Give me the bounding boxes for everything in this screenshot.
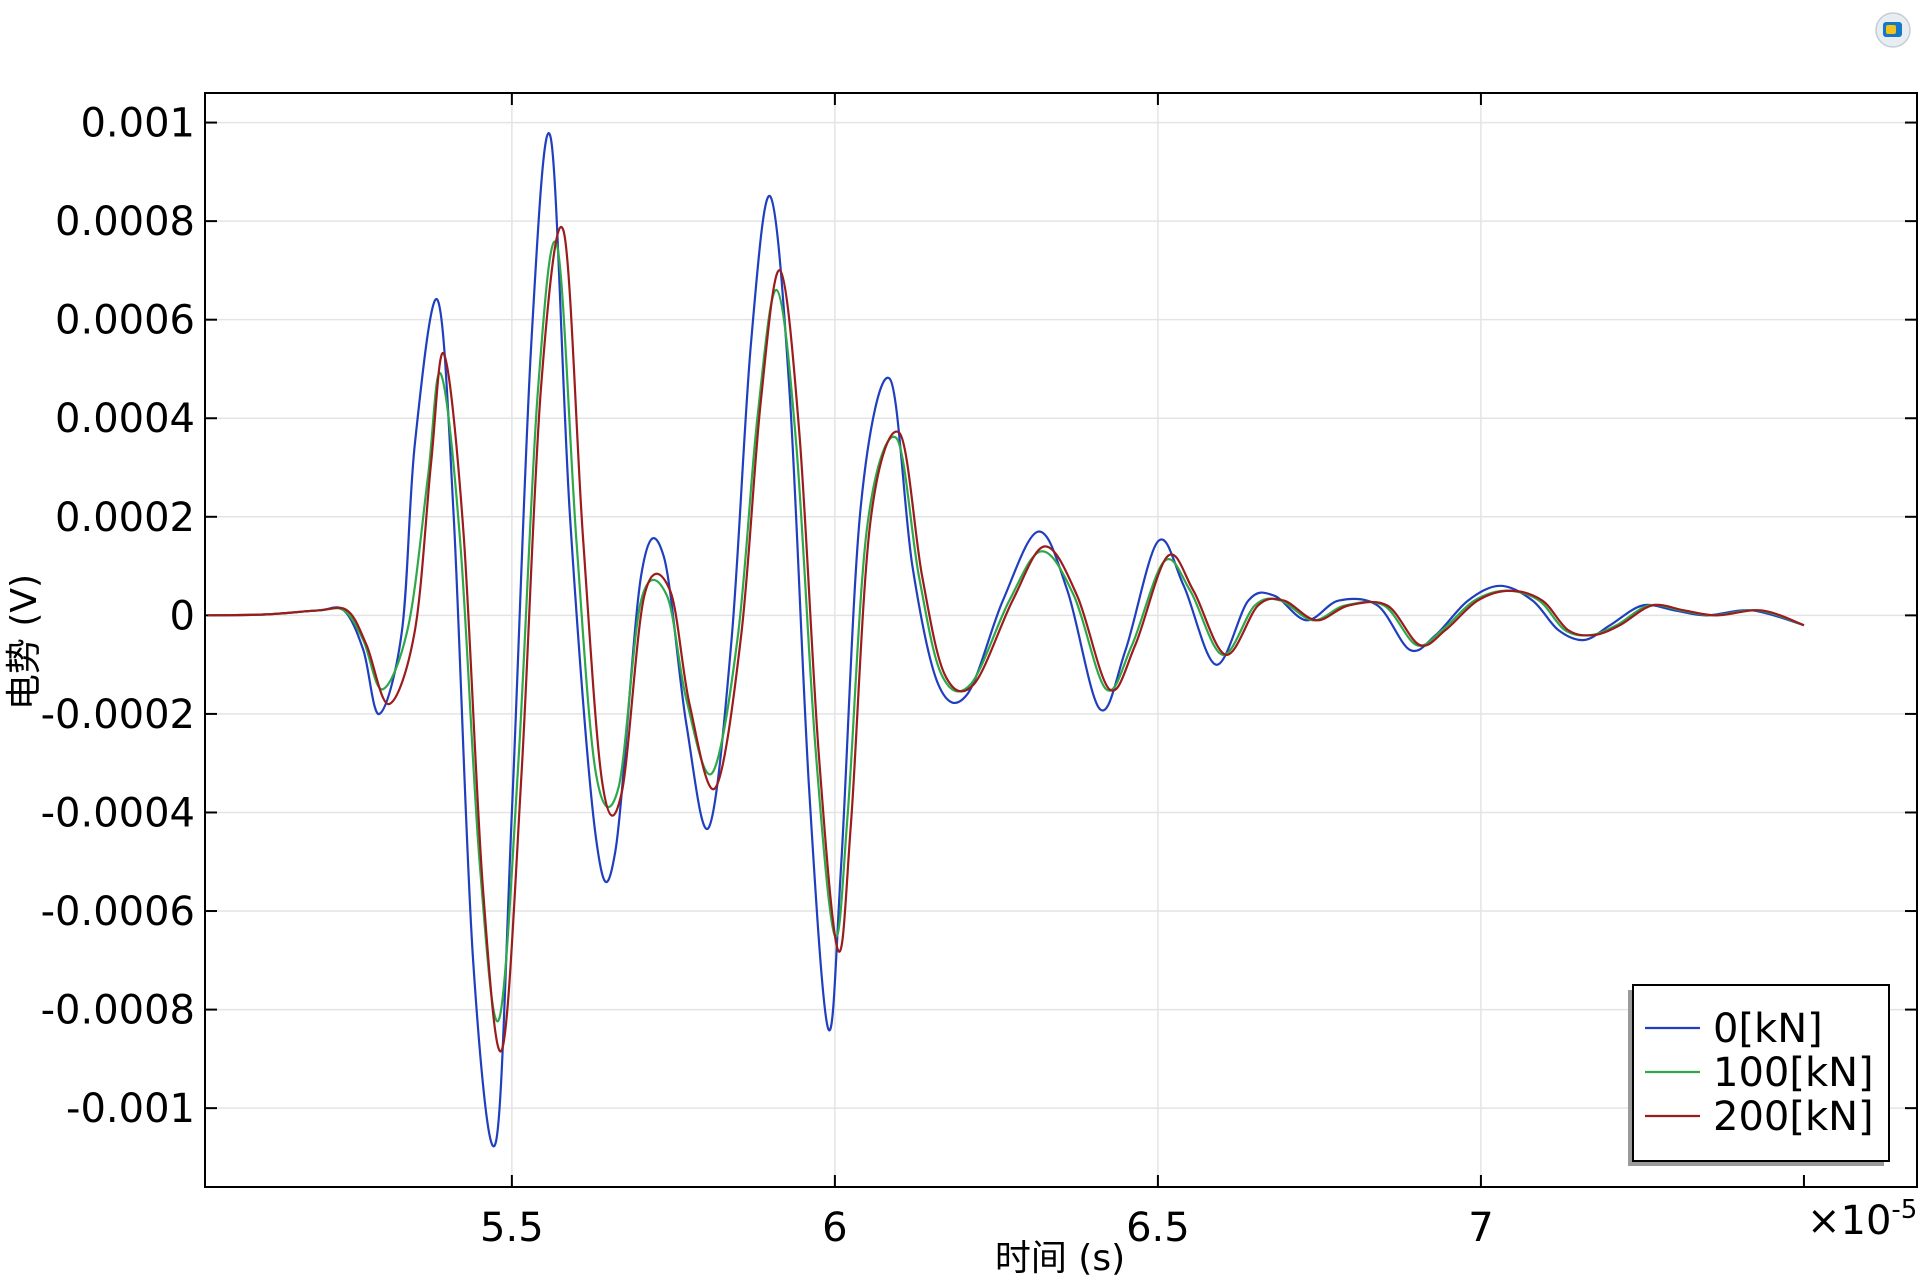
y-tick-label: 0.001: [80, 101, 195, 147]
y-tick-label: 0.0004: [55, 396, 195, 442]
legend-entries: 0[kN]100[kN]200[kN]: [1645, 1006, 1874, 1140]
y-tick-label: 0.0006: [55, 298, 195, 344]
app-logo-icon: [1875, 12, 1911, 48]
x-tick-label: 6.5: [1126, 1205, 1190, 1251]
legend-label-2: 200[kN]: [1713, 1094, 1874, 1140]
x-axis-label: 时间 (s): [995, 1238, 1125, 1279]
y-tick-label: 0.0008: [55, 199, 195, 245]
legend: 0[kN]100[kN]200[kN]: [1628, 984, 1890, 1166]
x-tick-label: 6: [822, 1205, 847, 1251]
legend-label-0: 0[kN]: [1713, 1006, 1823, 1052]
y-tick-label: -0.001: [66, 1086, 195, 1132]
series-layer: [208, 132, 1805, 1148]
series-line-2: [208, 225, 1805, 1053]
plot-frame: [204, 92, 1918, 1188]
y-tick-label: -0.0006: [41, 889, 195, 935]
x-axis-ticks: 5.5 6 6.5 7: [480, 93, 1805, 1251]
y-tick-label: -0.0008: [41, 988, 195, 1034]
y-tick-label: 0: [170, 593, 195, 639]
series-line-1: [208, 240, 1805, 1023]
y-tick-label: -0.0004: [41, 790, 195, 836]
series-line-0: [208, 132, 1805, 1148]
x-axis-multiplier: ×10-5: [1807, 1195, 1917, 1244]
y-axis-ticks: 0.001 0.0008 0.0006 0.0004 0.0002 0 -0.0002 -0.…: [41, 101, 1917, 1132]
x-tick-label: 5.5: [480, 1205, 544, 1251]
legend-label-1: 100[kN]: [1713, 1050, 1874, 1096]
y-axis-label: 电势 (V): [4, 574, 45, 710]
y-tick-label: 0.0002: [55, 495, 195, 541]
y-tick-label: -0.0002: [41, 692, 195, 738]
x-tick-label: 7: [1468, 1205, 1493, 1251]
